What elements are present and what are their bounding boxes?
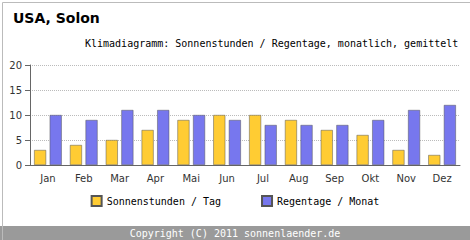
- svg-text:Jul: Jul: [256, 173, 269, 184]
- svg-text:20: 20: [9, 60, 22, 71]
- svg-text:Aug: Aug: [289, 173, 309, 184]
- svg-text:0: 0: [16, 160, 22, 171]
- svg-text:Apr: Apr: [147, 173, 165, 184]
- svg-text:Feb: Feb: [75, 173, 93, 184]
- svg-text:Okt: Okt: [362, 173, 380, 184]
- svg-text:Regentage / Monat: Regentage / Monat: [277, 196, 379, 207]
- svg-text:5: 5: [16, 135, 22, 146]
- svg-text:USA, Solon: USA, Solon: [13, 10, 100, 26]
- svg-text:Jan: Jan: [39, 173, 55, 184]
- svg-text:Klimadiagramm: Sonnenstunden /: Klimadiagramm: Sonnenstunden / Regentage…: [85, 38, 458, 49]
- svg-text:15: 15: [9, 85, 22, 96]
- svg-text:Dez: Dez: [433, 173, 452, 184]
- svg-text:10: 10: [9, 110, 22, 121]
- svg-text:Nov: Nov: [396, 173, 416, 184]
- svg-text:Jun: Jun: [218, 173, 235, 184]
- svg-text:Mai: Mai: [182, 173, 200, 184]
- svg-text:Sep: Sep: [325, 173, 344, 184]
- svg-text:Mar: Mar: [110, 173, 130, 184]
- svg-text:Copyright (C) 2011 sonnenlaend: Copyright (C) 2011 sonnenlaender.de: [130, 228, 341, 239]
- svg-text:Sonnenstunden / Tag: Sonnenstunden / Tag: [107, 196, 221, 207]
